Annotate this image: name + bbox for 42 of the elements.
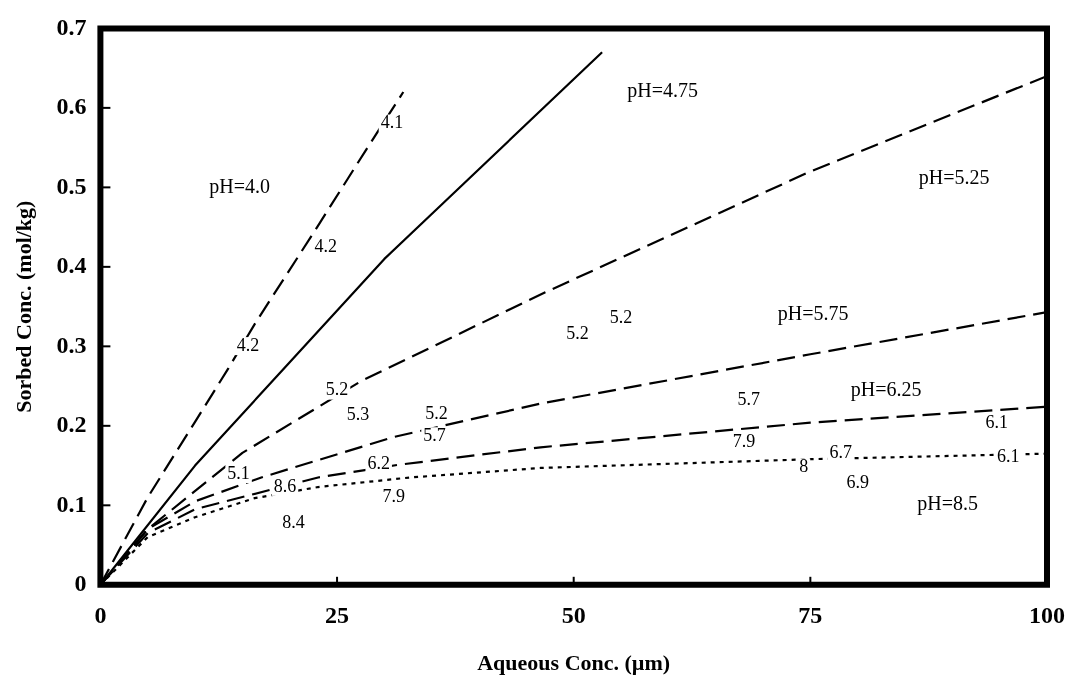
annotation: 4.1	[380, 112, 404, 133]
y-axis-title: Sorbed Conc. (mol/kg)	[10, 200, 36, 413]
annotation: 7.9	[382, 486, 406, 507]
annotation: 5.2	[609, 307, 633, 328]
annotation: 5.2	[425, 402, 448, 423]
x-tick-label: 50	[561, 602, 586, 629]
annotation: 6.1	[996, 445, 1020, 466]
y-tick-label: 0	[74, 570, 87, 596]
annotation: 5.1	[227, 462, 250, 483]
series-label: pH=5.25	[918, 166, 990, 190]
y-tick-label: 0.5	[56, 172, 87, 199]
annotation: 8.4	[282, 511, 305, 532]
series-label: pH=4.75	[627, 79, 699, 103]
series-label: pH=6.25	[850, 377, 922, 401]
annotation: 5.2	[325, 379, 349, 400]
x-axis-title: Aqueous Conc. (µm)	[477, 650, 671, 676]
x-tick-label: 75	[798, 602, 823, 629]
annotation: 6.1	[985, 411, 1009, 432]
annotation: 4.2	[236, 334, 260, 355]
y-tick-label: 0.2	[56, 411, 87, 438]
annotation: 8.6	[273, 475, 297, 496]
annotation: 8	[799, 456, 809, 477]
y-tick-label: 0.4	[56, 252, 87, 279]
annotation: 6.9	[846, 471, 869, 492]
y-tick-label: 0.6	[56, 93, 87, 120]
y-tick-label: 0.3	[56, 331, 87, 358]
annotation: 5.3	[346, 404, 370, 425]
annotation: 5.7	[423, 424, 446, 445]
annotation: 5.7	[737, 389, 761, 410]
y-tick-label: 0.7	[56, 13, 87, 40]
series-label: pH=8.5	[917, 492, 978, 516]
annotation: 7.9	[732, 430, 756, 451]
x-tick-label: 25	[325, 602, 350, 629]
series-label: pH=5.75	[777, 301, 849, 325]
y-tick-label: 0.1	[56, 490, 87, 517]
x-tick-label: 100	[1029, 602, 1065, 629]
text: pH=4.0	[209, 174, 270, 198]
annotation: 4.2	[314, 236, 337, 257]
annotation: 6.2	[367, 453, 390, 474]
annotation: 5.2	[566, 323, 589, 344]
annotation: 6.7	[829, 442, 852, 463]
x-tick-label: 0	[94, 602, 107, 629]
